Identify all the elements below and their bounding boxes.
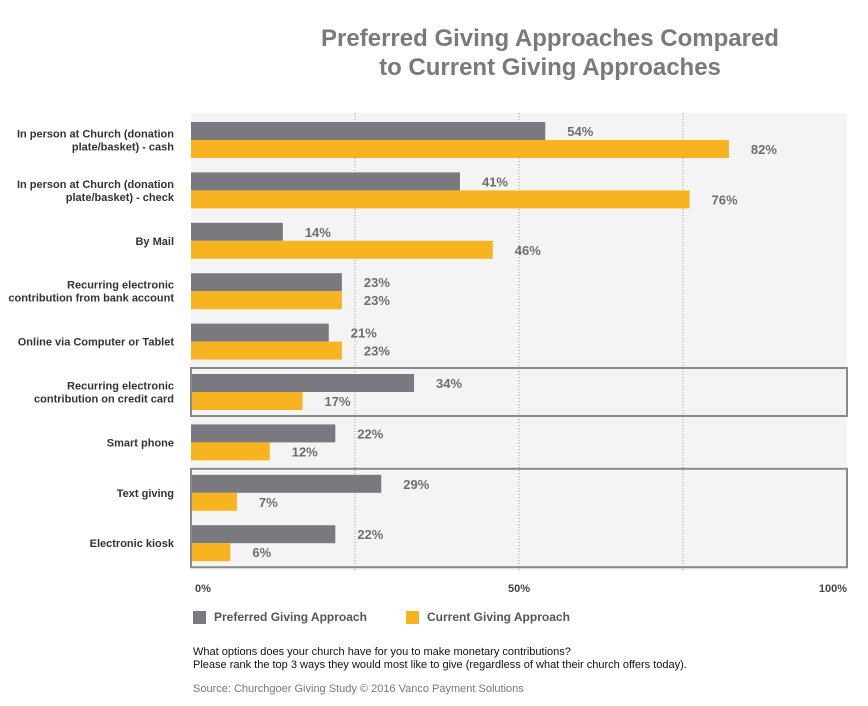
bar-current-4 [191,341,342,360]
value-label-current-1: 76% [712,192,738,207]
highlight-box-2 [190,467,848,569]
bar-current-3 [191,291,342,310]
legend-label-preferred: Preferred Giving Approach [214,610,367,624]
legend-swatch-current [406,610,419,624]
bar-current-6 [191,442,270,461]
value-labels: 54% 41% 14% 23% 21% 34% 22% 29% 22% 82% 76% 46% 23% 2… [252,124,777,560]
value-label-current-6: 12% [292,444,318,459]
value-label-current-8: 6% [252,545,271,560]
value-label-preferred-2: 14% [305,225,331,240]
bar-preferred-6 [191,424,336,443]
bar-current-2 [191,240,493,259]
category-label-3-line-2: contribution from bank account [8,293,174,305]
value-label-preferred-8: 22% [357,527,383,542]
category-label-2: By Mail [135,236,174,248]
chart-title-line-1: Preferred Giving Approaches Compared [321,25,779,52]
x-tick-100: 100% [819,583,847,595]
value-label-current-3: 23% [364,293,390,308]
bar-current-0 [191,140,729,158]
legend-preferred: Preferred Giving Approach [193,609,367,625]
value-label-preferred-4: 21% [351,326,377,341]
bar-chart: 54% 41% 14% 23% 21% 34% 22% 29% 22% 82% 76% 46% 23% 2… [8,113,848,595]
bar-preferred-8 [191,525,336,544]
category-label-5-line-2: contribution on credit card [34,394,174,406]
value-label-preferred-1: 41% [482,174,508,189]
bars [191,122,729,562]
value-label-preferred-7: 29% [403,477,429,492]
category-label-5-line-1: Recurring electronic [67,381,174,393]
category-label-4: Online via Computer or Tablet [18,337,175,349]
bar-current-1 [191,190,690,209]
category-label-0-line-2: plate/basket) - cash [72,142,174,154]
bar-preferred-4 [191,323,329,342]
chart-title: Preferred Giving Approaches Compared to … [250,24,850,82]
category-label-1-line-2: plate/basket) - check [66,192,175,204]
value-label-preferred-0: 54% [567,124,593,139]
bar-current-5 [191,392,303,410]
bar-preferred-2 [191,222,283,241]
source-credit: Source: Churchgoer Giving Study © 2016 V… [193,683,524,695]
value-label-preferred-5: 34% [436,376,462,391]
highlight-box-1 [190,367,848,417]
bar-preferred-5 [191,374,415,392]
chart-title-line-2: to Current Giving Approaches [379,54,721,81]
legend-current: Current Giving Approach [406,609,570,625]
bar-current-7 [191,492,237,511]
highlight-boxes [190,367,848,569]
value-label-preferred-6: 22% [357,426,383,441]
x-axis-ticks: 0% 50% 100% [195,583,847,595]
category-label-7: Text giving [117,488,174,500]
category-labels: In person at Church (donationplate/baske… [8,129,175,551]
category-label-3-line-1: Recurring electronic [67,280,174,292]
bar-preferred-3 [191,273,342,292]
grid-lines [354,113,684,570]
legend-swatch-preferred [193,610,206,624]
value-label-current-7: 7% [259,495,278,510]
footnote-question: What options does your church have for y… [193,646,571,658]
category-label-1-line-1: In person at Church (donation [17,179,174,191]
value-label-current-0: 82% [751,142,777,157]
category-label-8: Electronic kiosk [90,538,175,550]
category-label-0-line-1: In person at Church (donation [17,129,174,141]
bar-preferred-1 [191,172,460,191]
legend-label-current: Current Giving Approach [427,610,570,624]
value-label-current-2: 46% [515,243,541,258]
value-label-preferred-3: 23% [364,275,390,290]
bar-current-8 [191,543,231,562]
value-label-current-4: 23% [364,344,390,359]
bar-preferred-7 [191,474,382,493]
x-tick-0: 0% [195,583,211,595]
footnote-instruction: Please rank the top 3 ways they would mo… [193,659,687,671]
bar-preferred-0 [191,122,546,140]
category-label-6: Smart phone [107,437,174,449]
x-tick-50: 50% [508,583,530,595]
value-label-current-5: 17% [325,394,351,409]
